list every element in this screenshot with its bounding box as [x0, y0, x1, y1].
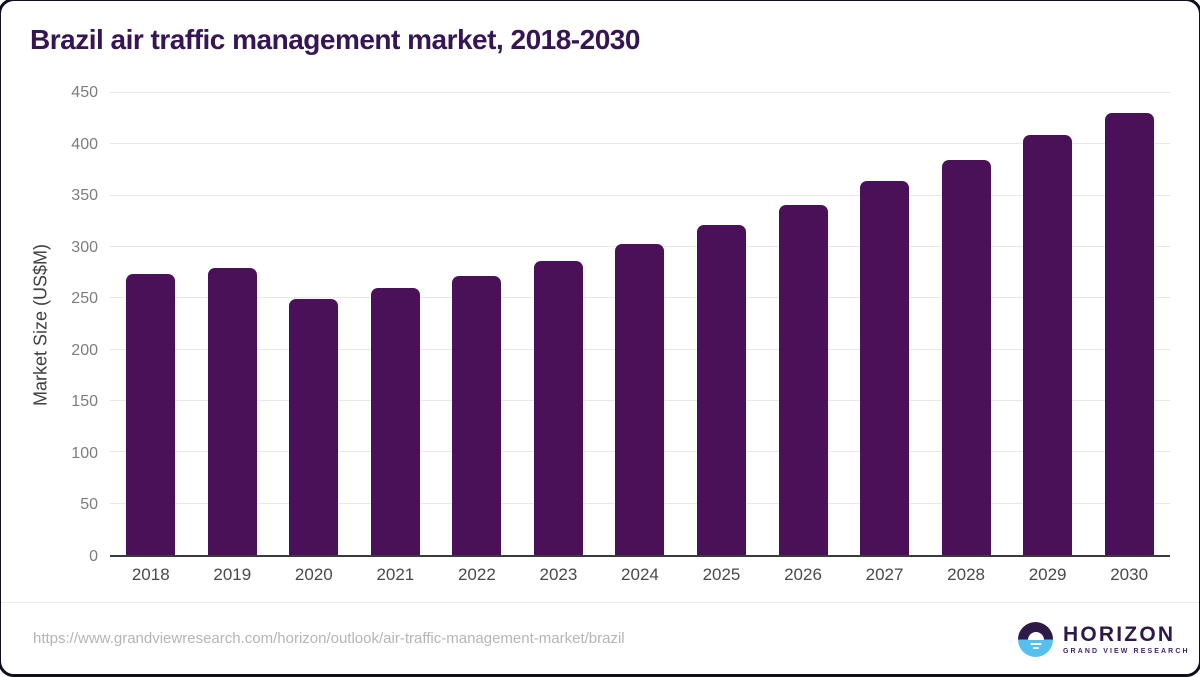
x-tick-label: 2025 — [702, 565, 741, 584]
y-tick-label: 400 — [71, 135, 98, 153]
bar-2030 — [1104, 112, 1154, 555]
bar-slot — [599, 93, 681, 555]
x-tick-label: 2022 — [457, 565, 496, 584]
footer-divider — [0, 602, 1200, 603]
x-tick-label: 2023 — [539, 565, 578, 584]
bar-slot — [681, 93, 763, 555]
horizon-logo: HORIZON GRAND VIEW RESEARCH — [1018, 622, 1190, 657]
bar-2025 — [696, 225, 746, 555]
logo-wordmark: HORIZON — [1063, 623, 1176, 646]
y-tick-label: 300 — [71, 238, 98, 256]
gridline — [110, 143, 1170, 145]
x-tick-label: 2027 — [865, 565, 904, 584]
y-axis-ticks: 0 50 100 150 200 250 300 350 400 450 — [0, 84, 98, 565]
page-title: Brazil air traffic management market, 20… — [30, 24, 640, 55]
bar-slot — [1007, 93, 1089, 555]
bar-slot — [925, 93, 1007, 555]
bar-2027 — [860, 181, 910, 555]
x-tick-label: 2028 — [947, 565, 985, 584]
bar-slot — [844, 93, 926, 555]
bar-slot — [436, 93, 518, 555]
gridline — [110, 92, 1170, 93]
y-tick-label: 350 — [71, 187, 98, 205]
bar-2022 — [452, 275, 502, 555]
sun-glyph — [1027, 631, 1044, 640]
bar-2024 — [615, 243, 665, 555]
x-tick-label: 2026 — [784, 565, 822, 584]
bars-row — [110, 93, 1170, 555]
y-tick-label: 450 — [71, 84, 98, 101]
reflection-line — [1030, 643, 1041, 645]
logo-subtitle: GRAND VIEW RESEARCH — [1063, 648, 1190, 655]
source-url: https://www.grandviewresearch.com/horizo… — [33, 630, 625, 647]
bar-2020 — [289, 299, 339, 555]
bar-slot — [1088, 93, 1170, 555]
bar-2023 — [533, 261, 583, 555]
y-tick-label: 200 — [71, 341, 98, 359]
bar-slot — [110, 93, 192, 555]
bar-2021 — [370, 288, 420, 555]
bar-slot — [273, 93, 355, 555]
plot-area — [110, 92, 1170, 557]
x-tick-label: 2021 — [376, 565, 415, 584]
bar-2026 — [778, 204, 828, 555]
x-tick-label: 2030 — [1110, 565, 1149, 584]
y-tick-label: 0 — [89, 548, 98, 565]
reflection-line — [1032, 647, 1039, 649]
bar-slot — [192, 93, 274, 555]
y-tick-label: 250 — [71, 290, 98, 308]
bar-slot — [355, 93, 437, 555]
x-tick-label: 2020 — [294, 565, 333, 584]
y-tick-label: 150 — [71, 393, 98, 411]
bar-slot — [518, 93, 600, 555]
x-tick-label: 2019 — [213, 565, 252, 584]
x-tick-label: 2024 — [621, 565, 659, 584]
logo-text: HORIZON GRAND VIEW RESEARCH — [1063, 624, 1190, 655]
bar-2018 — [126, 273, 176, 555]
gridline — [110, 194, 1170, 196]
y-tick-label: 50 — [80, 496, 98, 514]
y-tick-label: 100 — [71, 444, 98, 462]
sun-horizon-icon — [1018, 622, 1053, 657]
bar-2028 — [941, 159, 991, 555]
bar-slot — [762, 93, 844, 555]
x-axis-labels: 2018 2019 2020 2021 2022 2023 2024 2025 2026 2027… — [110, 565, 1170, 585]
bar-2019 — [207, 267, 257, 555]
x-tick-label: 2018 — [131, 565, 170, 584]
bar-2029 — [1023, 135, 1073, 555]
x-tick-label: 2029 — [1028, 565, 1067, 584]
